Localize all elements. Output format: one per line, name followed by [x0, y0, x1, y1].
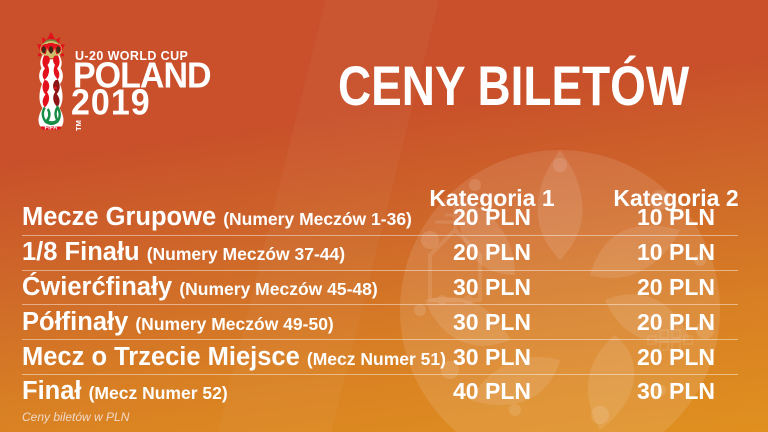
svg-text:FIFA: FIFA: [45, 125, 59, 130]
